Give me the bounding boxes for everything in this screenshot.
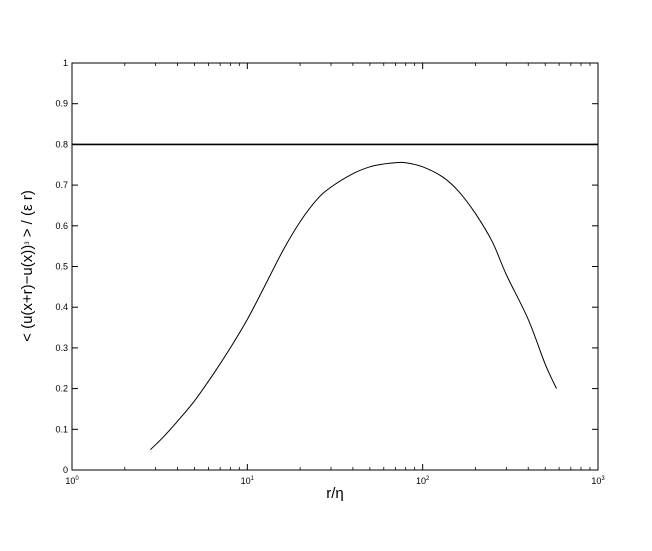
y-tick-label: 1: [63, 58, 68, 68]
x-tick-label: 101: [241, 476, 255, 486]
y-axis-label-main: < (u(x+r)−u(x)): [19, 245, 36, 342]
y-tick-label: 0.4: [55, 302, 68, 312]
y-axis-label-exponent: 3: [25, 241, 31, 245]
x-tick-label: 100: [65, 476, 79, 486]
y-tick-label: 0.5: [55, 262, 68, 272]
y-tick-label: 0: [63, 465, 68, 475]
data-series-line: [150, 161, 557, 451]
x-axis-label: r/η: [326, 485, 344, 502]
y-tick-label: 0.6: [55, 221, 68, 231]
y-tick-label: 0.8: [55, 139, 68, 149]
y-axis-ticks: 0 0.1 0.2 0.3 0.4 0.5 0.6 0.7 0.8 0.9 1: [55, 58, 598, 475]
y-tick-label: 0.7: [55, 180, 68, 190]
x-tick-label: 103: [591, 476, 605, 486]
plot-frame: [71, 62, 599, 471]
y-tick-label: 0.1: [55, 424, 68, 434]
y-tick-label: 0.9: [55, 99, 68, 109]
x-axis-ticks: 100 101 102 103: [65, 63, 605, 486]
y-axis-label: < (u(x+r)−u(x))3 > / (ε r): [19, 190, 36, 342]
y-tick-label: 0.3: [55, 343, 68, 353]
y-tick-label: 0.2: [55, 384, 68, 394]
x-tick-label: 102: [416, 476, 430, 486]
y-axis-label-tail: > / (ε r): [19, 190, 36, 241]
